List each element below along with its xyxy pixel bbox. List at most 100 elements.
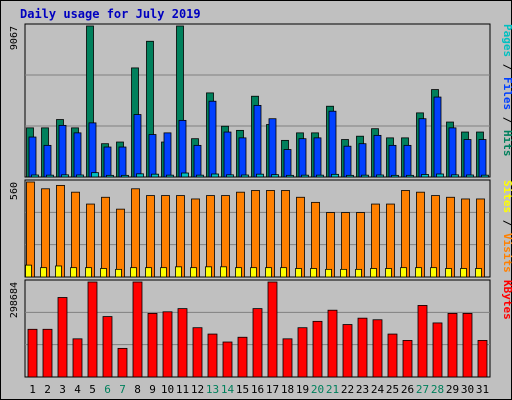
bar-sites-day-4 xyxy=(70,267,77,278)
bar-files-day-4 xyxy=(73,132,82,178)
bar-files-day-12 xyxy=(193,144,202,178)
bar-pages-day-10 xyxy=(166,174,174,178)
x-tick-label: 10 xyxy=(161,383,174,396)
bar-pages-day-2 xyxy=(46,174,54,178)
bar-pages-day-25 xyxy=(391,174,399,178)
bar-sites-day-25 xyxy=(385,268,392,278)
legend-visits: Visits xyxy=(501,233,512,273)
x-tick-label: 2 xyxy=(44,383,51,396)
bar-pages-day-19 xyxy=(301,174,309,178)
bar-files-day-19 xyxy=(298,138,307,178)
bar-pages-day-17 xyxy=(271,174,279,178)
x-tick-label: 28 xyxy=(431,383,444,396)
bar-pages-day-23 xyxy=(361,174,369,178)
bar-visits-day-4 xyxy=(71,191,80,278)
bar-visits-day-28 xyxy=(431,195,440,278)
bar-sites-day-14 xyxy=(220,266,227,278)
bar-visits-day-23 xyxy=(356,212,365,278)
x-tick-label: 27 xyxy=(416,383,429,396)
bar-pages-day-9 xyxy=(151,173,159,178)
bar-pages-day-30 xyxy=(466,174,474,178)
bar-pages-day-16 xyxy=(256,173,264,178)
x-tick-label: 3 xyxy=(59,383,66,396)
y-max-label: 9067 xyxy=(9,26,20,50)
bar-visits-day-6 xyxy=(101,196,110,278)
bar-kbytes-day-5 xyxy=(87,281,98,378)
bar-visits-day-5 xyxy=(86,203,95,278)
bar-kbytes-day-21 xyxy=(327,309,338,378)
bar-pages-day-5 xyxy=(91,172,99,178)
bar-sites-day-26 xyxy=(400,267,407,278)
bar-kbytes-day-9 xyxy=(147,312,158,378)
x-tick-label: 9 xyxy=(149,383,156,396)
bar-kbytes-day-11 xyxy=(177,308,188,378)
bar-sites-day-12 xyxy=(190,267,197,278)
bar-pages-day-3 xyxy=(61,174,69,178)
bar-files-day-31 xyxy=(478,139,487,178)
bar-files-day-14 xyxy=(223,131,232,178)
bar-sites-day-23 xyxy=(355,268,362,278)
bar-visits-day-16 xyxy=(251,190,260,278)
y-max-label: 298684 xyxy=(9,282,20,318)
bar-pages-day-27 xyxy=(421,174,429,178)
bar-visits-day-14 xyxy=(221,195,230,278)
bar-files-day-6 xyxy=(103,146,112,178)
legend-separator: / xyxy=(501,57,512,77)
legend-separator: / xyxy=(501,110,512,130)
bar-pages-day-11 xyxy=(181,172,189,178)
x-tick-label: 23 xyxy=(356,383,369,396)
x-tick-label: 31 xyxy=(476,383,489,396)
bar-kbytes-day-29 xyxy=(447,312,458,378)
bar-sites-day-17 xyxy=(265,267,272,278)
bar-sites-day-10 xyxy=(160,267,167,278)
bar-visits-day-9 xyxy=(146,195,155,278)
bar-pages-day-24 xyxy=(376,174,384,178)
x-tick-label: 22 xyxy=(341,383,354,396)
bar-files-day-29 xyxy=(448,127,457,178)
bar-sites-day-21 xyxy=(325,268,332,278)
bar-kbytes-day-6 xyxy=(102,316,113,378)
legend-hits: Hits xyxy=(501,130,512,157)
bar-pages-day-8 xyxy=(136,173,144,178)
x-tick-label: 26 xyxy=(401,383,414,396)
x-tick-label: 17 xyxy=(266,383,279,396)
bar-visits-day-25 xyxy=(386,203,395,278)
legend-pages: Pages xyxy=(501,24,512,57)
bar-kbytes-day-2 xyxy=(42,328,53,378)
bar-files-day-16 xyxy=(253,104,262,178)
bar-sites-day-28 xyxy=(430,267,437,278)
bar-pages-day-4 xyxy=(76,174,84,178)
bar-sites-day-27 xyxy=(415,267,422,278)
x-tick-label: 14 xyxy=(221,383,235,396)
chart-title: Daily usage for July 2019 xyxy=(20,7,201,21)
legend-separator: / xyxy=(501,213,512,233)
bar-visits-day-2 xyxy=(41,188,50,278)
bar-kbytes-day-16 xyxy=(252,308,263,378)
bar-files-day-25 xyxy=(388,144,397,178)
bar-visits-day-1 xyxy=(26,181,35,278)
bar-files-day-20 xyxy=(313,137,322,178)
bar-kbytes-day-31 xyxy=(477,340,488,378)
panel-hits-files-pages: 9067 Pages / Files / Hits xyxy=(9,23,512,178)
legend-kbytes: KBytes xyxy=(501,280,512,320)
x-tick-label: 24 xyxy=(371,383,385,396)
x-tick-label: 7 xyxy=(119,383,126,396)
bar-visits-day-12 xyxy=(191,198,200,278)
bar-visits-day-7 xyxy=(116,208,125,278)
bar-files-day-13 xyxy=(208,100,217,178)
bar-sites-day-3 xyxy=(55,265,62,278)
legend-labels: Pages / Files / Hits xyxy=(501,24,512,157)
bar-sites-day-8 xyxy=(130,267,137,278)
bar-kbytes-day-28 xyxy=(432,322,443,378)
bar-visits-day-13 xyxy=(206,195,215,278)
bar-kbytes-day-18 xyxy=(282,338,293,378)
bar-sites-day-18 xyxy=(280,267,287,278)
bar-visits-day-8 xyxy=(131,188,140,278)
bar-sites-day-5 xyxy=(85,267,92,278)
bar-sites-day-15 xyxy=(235,267,242,278)
legend-labels: KBytes xyxy=(501,280,512,320)
bar-pages-day-14 xyxy=(226,174,234,178)
bar-sites-day-6 xyxy=(100,268,107,278)
bar-pages-day-6 xyxy=(106,174,114,178)
